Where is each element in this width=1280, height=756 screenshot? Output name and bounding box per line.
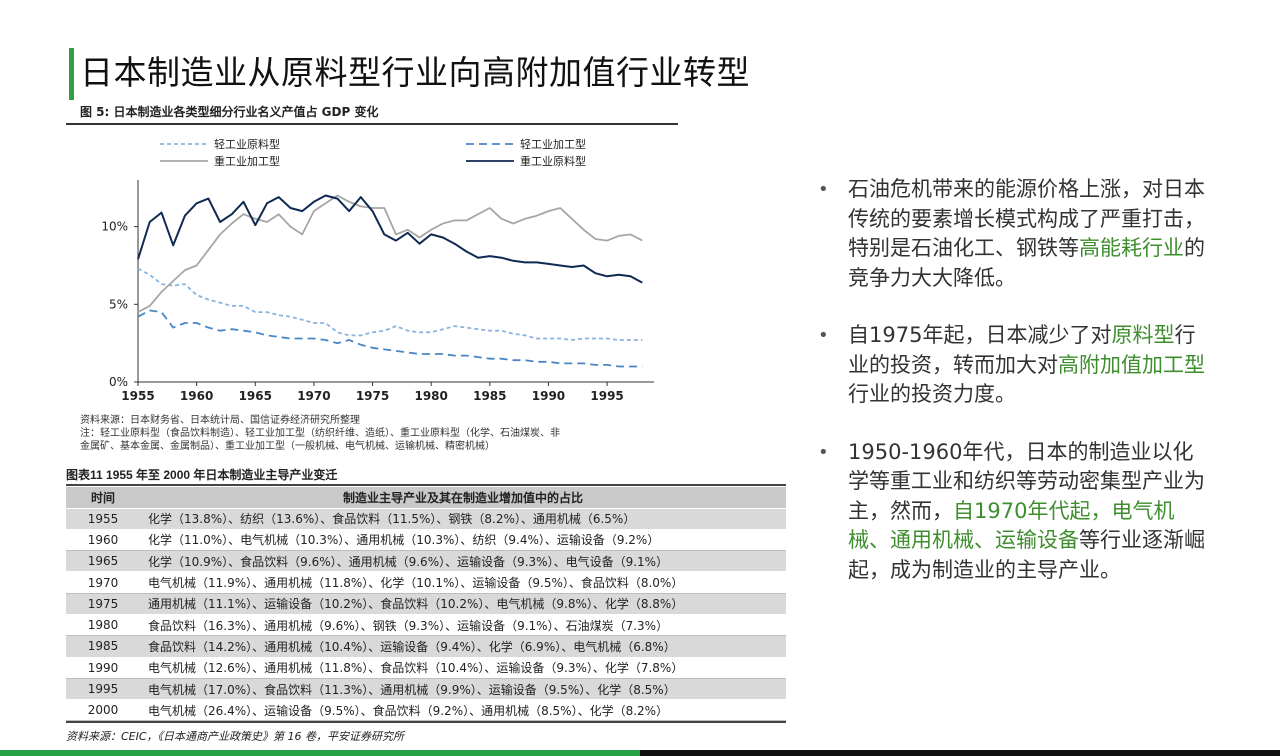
bullet-dot-icon: •	[818, 441, 829, 463]
legend-label: 轻工业加工型	[520, 137, 586, 151]
x-tick-label: 1970	[297, 389, 330, 403]
bullet-item: • 1950-1960年代，日本的制造业以化学等重工业和纺织等劳动密集型产业为主，…	[818, 438, 1213, 586]
highlight-text: 高附加值加工型	[1058, 352, 1205, 377]
table-row: 1990 电气机械（12.6%）、通用机械（11.8%）、食品饮料（10.4%）、…	[66, 657, 786, 679]
row-year: 1965	[66, 550, 140, 573]
x-tick-label: 1955	[121, 389, 154, 403]
table-body: 1955 化学（13.8%）、纺织（13.6%）、食品饮料（11.5%）、钢铁（8…	[66, 508, 786, 722]
footer-black-bar	[640, 750, 1280, 756]
table-caption: 图表11 1955 年至 2000 年日本制造业主导产业变迁	[66, 468, 338, 482]
table-row: 1960 化学（11.0%）、电气机械（10.3%）、通用机械（10.3%）、纺织…	[66, 529, 786, 552]
line-chart: 0% 5% 10% 1955 1960 1965 1970 1975 1980 1985 1990 1…	[66, 124, 678, 414]
row-industries: 通用机械（11.1%）、运输设备（10.2%）、食品饮料（10.2%）、电气机械…	[140, 593, 786, 615]
legend-label: 重工业原料型	[520, 154, 586, 168]
row-year: 1960	[66, 529, 140, 552]
bullet-list: • 石油危机带来的能源价格上涨，对日本传统的要素增长模式构成了严重打击，特别是石油…	[818, 175, 1213, 613]
table-source: 资料来源：CEIC，《日本通商产业政策史》第 16 卷，平安证券研究所	[66, 730, 405, 743]
row-industries: 食品饮料（14.2%）、通用机械（10.4%）、运输设备（9.4%）、化学（6.…	[140, 635, 786, 658]
row-year: 1990	[66, 657, 140, 679]
x-tick-label: 1990	[532, 389, 565, 403]
row-industries: 电气机械（11.9%）、通用机械（11.8%）、化学（10.1%）、运输设备（9…	[140, 571, 786, 594]
row-industries: 食品饮料（16.3%）、通用机械（9.6%）、钢铁（9.3%）、运输设备（9.1…	[140, 614, 786, 637]
figure-notes: 资料来源：日本财务省、日本统计局、国信证券经济研究所整理 注：轻工业原料型（食品…	[80, 414, 680, 453]
bullet-text: 行业的投资，转而加大对	[848, 323, 1196, 377]
highlight-text: 高能耗行业	[1079, 236, 1184, 260]
footer-green-bar	[0, 750, 640, 756]
figure-top-rule	[66, 123, 678, 125]
bullet-text: 石油危机带来的能源价格上涨，对日本传统的要素增长模式构成了严重打击，特别是石油化…	[848, 177, 1205, 260]
bullet-text: 1950-1960年代，日本的制造业以化学等重工业和纺织等劳动密集型产业为主，然…	[848, 439, 1205, 523]
x-tick-label: 1965	[239, 389, 272, 403]
bullet-item: • 自1975年起，日本减少了对原料型行业的投资，转而加大对高附加值加工型行业的投…	[818, 321, 1213, 410]
row-industries: 电气机械（26.4%）、运输设备（9.5%）、食品饮料（9.2%）、通用机械（8…	[140, 699, 786, 722]
highlight-text: 原料型	[1111, 323, 1175, 347]
legend-label: 轻工业原料型	[214, 137, 280, 151]
x-tick-label: 1985	[473, 389, 506, 403]
x-tick-label: 1980	[414, 389, 447, 403]
series-line-1	[137, 267, 643, 341]
y-tick-label: 5%	[109, 297, 128, 311]
row-industries: 电气机械（12.6%）、通用机械（11.8%）、食品饮料（10.4%）、运输设备…	[140, 657, 786, 679]
series-line-3	[137, 194, 643, 313]
bullet-text: 的竞争力大大降低。	[848, 236, 1205, 290]
figure-definition-note-1: 注：轻工业原料型（食品饮料制造）、轻工业加工型（纺织纤维、造纸）、重工业原料型（…	[80, 428, 560, 439]
row-industries: 化学（11.0%）、电气机械（10.3%）、通用机械（10.3%）、纺织（9.4…	[140, 529, 786, 552]
figure-definition-note-2: 金属矿、基本金属、金属制品）、重工业加工型（一般机械、电气机械、运输机械、精密机…	[80, 441, 495, 452]
table-row: 1985 食品饮料（14.2%）、通用机械（10.4%）、运输设备（9.4%）、化…	[66, 635, 786, 658]
table-header-row: 时间 制造业主导产业及其在制造业增加值中的占比	[66, 487, 786, 509]
row-year: 1970	[66, 571, 140, 594]
x-tick-label: 1995	[590, 389, 623, 403]
table-row: 1970 电气机械（11.9%）、通用机械（11.8%）、化学（10.1%）、运输…	[66, 571, 786, 594]
series-line-4	[137, 194, 643, 284]
title-accent-bar	[69, 48, 74, 100]
y-tick-label: 0%	[109, 375, 128, 389]
bullet-item: • 石油危机带来的能源价格上涨，对日本传统的要素增长模式构成了严重打击，特别是石油…	[818, 175, 1213, 293]
highlight-text: 自1970年代起，电气机械、通用机械、运输设备	[848, 498, 1175, 553]
chart-svg: 0% 5% 10% 1955 1960 1965 1970 1975 1980 1985 1990 1…	[101, 137, 654, 403]
row-industries: 电气机械（17.0%）、食品饮料（11.3%）、通用机械（9.9%）、运输设备（…	[140, 678, 786, 701]
row-year: 1985	[66, 635, 140, 658]
table-row: 1980 食品饮料（16.3%）、通用机械（9.6%）、钢铁（9.3%）、运输设备…	[66, 614, 786, 637]
row-industries: 化学（13.8%）、纺织（13.6%）、食品饮料（11.5%）、钢铁（8.2%）…	[140, 508, 786, 530]
series-line-2	[137, 309, 643, 368]
column-header-time: 时间	[66, 487, 140, 509]
row-year: 1995	[66, 678, 140, 701]
bullet-text: 等行业逐渐崛起，成为制造业的主导产业。	[848, 528, 1205, 582]
bullet-text: 行业的投资力度。	[848, 382, 1016, 406]
table-row: 1975 通用机械（11.1%）、运输设备（10.2%）、食品饮料（10.2%）、…	[66, 593, 786, 615]
bullet-dot-icon: •	[818, 179, 829, 200]
row-year: 1975	[66, 593, 140, 615]
legend-label: 重工业加工型	[214, 154, 280, 168]
table-row: 1965 化学（10.9%）、食品饮料（9.6%）、通用机械（9.6%）、运输设备…	[66, 550, 786, 573]
row-year: 1955	[66, 508, 140, 530]
figure-source-note: 资料来源：日本财务省、日本统计局、国信证券经济研究所整理	[80, 415, 360, 426]
page-title: 日本制造业从原料型行业向高附加值行业转型	[80, 53, 750, 92]
row-year: 2000	[66, 699, 140, 722]
table-bottom-rule	[66, 721, 786, 723]
row-industries: 化学（10.9%）、食品饮料（9.6%）、通用机械（9.6%）、运输设备（9.3…	[140, 550, 786, 573]
x-tick-label: 1975	[356, 389, 389, 403]
table-row: 1955 化学（13.8%）、纺织（13.6%）、食品饮料（11.5%）、钢铁（8…	[66, 508, 786, 530]
y-tick-label: 10%	[101, 220, 128, 234]
table-row: 2000 电气机械（26.4%）、运输设备（9.5%）、食品饮料（9.2%）、通用…	[66, 699, 786, 722]
table-row: 1995 电气机械（17.0%）、食品饮料（11.3%）、通用机械（9.9%）、运…	[66, 678, 786, 701]
column-header-industries: 制造业主导产业及其在制造业增加值中的占比	[140, 487, 786, 509]
x-tick-label: 1960	[180, 389, 213, 403]
bullet-dot-icon: •	[818, 325, 829, 346]
bullet-text: 自1975年起，日本减少了对	[848, 323, 1112, 347]
figure-caption: 图 5: 日本制造业各类型细分行业名义产值占 GDP 变化	[80, 105, 379, 119]
row-year: 1980	[66, 614, 140, 637]
table-top-rule	[66, 484, 786, 486]
industry-table: 时间 制造业主导产业及其在制造业增加值中的占比 1955 化学（13.8%）、纺织…	[66, 487, 786, 722]
